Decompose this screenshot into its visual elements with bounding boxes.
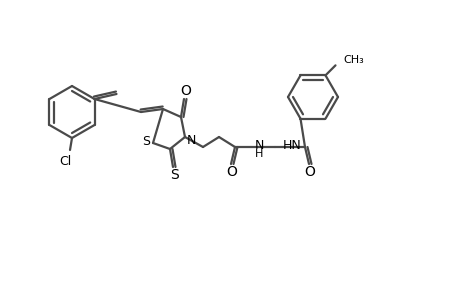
- Text: Cl: Cl: [59, 154, 71, 167]
- Text: N: N: [254, 139, 263, 152]
- Text: S: S: [142, 134, 150, 148]
- Text: H: H: [254, 149, 263, 159]
- Text: O: O: [180, 84, 191, 98]
- Text: S: S: [170, 168, 179, 182]
- Text: N: N: [186, 134, 195, 146]
- Text: HN: HN: [282, 139, 301, 152]
- Text: CH₃: CH₃: [343, 55, 364, 65]
- Text: O: O: [304, 165, 315, 179]
- Text: O: O: [226, 165, 237, 179]
